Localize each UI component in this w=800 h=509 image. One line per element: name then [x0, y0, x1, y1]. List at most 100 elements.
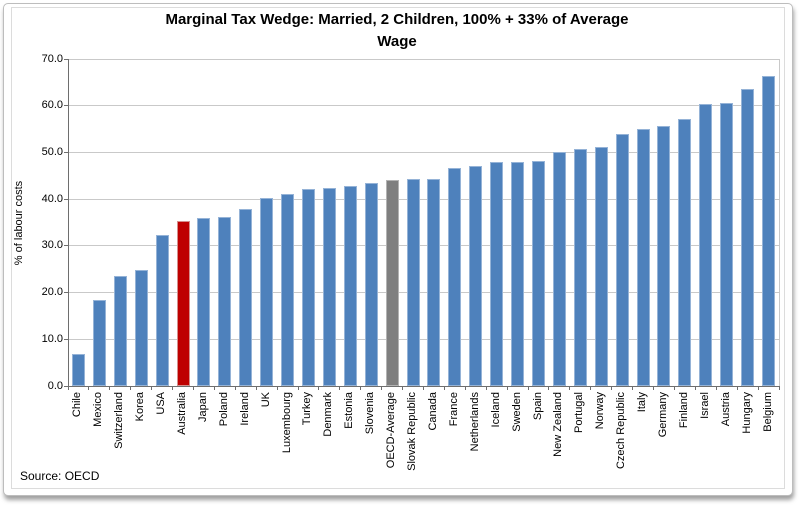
- x-tick-mark: [506, 386, 508, 390]
- y-tick-label: 10.0: [41, 332, 63, 345]
- x-axis-label: Canada: [426, 392, 439, 431]
- bar-luxembourg: [281, 194, 295, 386]
- x-axis-label: Turkey: [301, 392, 314, 426]
- x-axis-label: Korea: [134, 392, 147, 422]
- source-note: Source: OECD: [20, 469, 100, 483]
- bar-usa: [155, 234, 169, 386]
- x-tick-mark: [360, 386, 362, 390]
- x-tick-mark: [67, 386, 69, 390]
- y-tick-label: 60.0: [41, 99, 63, 112]
- x-tick-mark: [381, 386, 383, 390]
- chart-title: Marginal Tax Wedge: Married, 2 Children,…: [4, 9, 790, 53]
- y-tick-mark: [64, 105, 68, 107]
- x-axis-label: Sweden: [510, 392, 523, 432]
- bar-norway: [594, 146, 608, 386]
- x-axis-label: Mexico: [92, 392, 105, 427]
- bar-ireland: [239, 209, 253, 386]
- x-tick-mark: [632, 386, 634, 390]
- y-axis-line: [67, 59, 69, 386]
- bar-austria: [720, 103, 734, 386]
- x-tick-mark: [297, 386, 299, 390]
- x-axis-label: Norway: [594, 392, 607, 430]
- chart-title-line-2: Wage: [377, 33, 417, 50]
- bar-uk: [260, 198, 274, 386]
- bar-germany: [657, 126, 671, 386]
- x-tick-mark: [715, 386, 717, 390]
- y-tick-mark: [64, 245, 68, 247]
- bar-israel: [699, 103, 713, 386]
- y-tick-mark: [64, 58, 68, 60]
- x-axis-label: Israel: [698, 392, 711, 419]
- bar-japan: [197, 217, 211, 386]
- x-axis-label: USA: [155, 392, 168, 415]
- y-tick-mark: [64, 198, 68, 200]
- plot-right-border: [778, 59, 780, 386]
- bar-iceland: [490, 161, 504, 386]
- bar-new-zealand: [552, 151, 566, 386]
- x-axis-label: Poland: [217, 392, 230, 427]
- gridline: [68, 151, 779, 153]
- x-axis-label: Japan: [196, 392, 209, 422]
- x-axis-label: Italy: [636, 392, 649, 413]
- x-axis-label: Belgium: [761, 392, 774, 432]
- bar-switzerland: [113, 275, 127, 386]
- bar-netherlands: [469, 165, 483, 386]
- x-tick-mark: [590, 386, 592, 390]
- x-tick-mark: [673, 386, 675, 390]
- x-tick-mark: [423, 386, 424, 390]
- gridline: [68, 105, 779, 107]
- x-axis-label: Slovenia: [364, 392, 377, 435]
- gridline: [68, 338, 779, 340]
- x-tick-mark: [234, 386, 236, 390]
- x-axis-label: Slovak Republic: [406, 392, 419, 471]
- bar-chile: [71, 353, 85, 386]
- gridline: [68, 198, 779, 200]
- y-tick-label: 30.0: [41, 239, 63, 252]
- y-tick-mark: [64, 151, 68, 153]
- x-tick-mark: [109, 386, 111, 390]
- y-tick-mark: [64, 292, 68, 294]
- bar-portugal: [573, 149, 587, 386]
- bar-turkey: [301, 188, 315, 386]
- bar-slovak-republic: [406, 178, 420, 386]
- x-axis-label: Netherlands: [468, 392, 481, 452]
- bar-czech-republic: [615, 133, 629, 386]
- bar-hungary: [741, 88, 755, 386]
- bar-spain: [532, 161, 545, 386]
- chart-title-line-1: Marginal Tax Wedge: Married, 2 Children,…: [165, 11, 629, 28]
- x-axis-label: Chile: [71, 392, 84, 418]
- x-tick-mark: [88, 386, 90, 390]
- x-tick-mark: [255, 386, 257, 390]
- gridline: [68, 58, 779, 60]
- x-tick-mark: [527, 386, 529, 390]
- y-tick-label: 70.0: [41, 52, 63, 65]
- x-tick-mark: [276, 386, 278, 390]
- x-tick-mark: [443, 386, 445, 390]
- x-tick-mark: [402, 386, 404, 390]
- y-tick-label: 20.0: [41, 286, 63, 299]
- x-tick-mark: [464, 386, 466, 390]
- gridline: [68, 292, 779, 294]
- x-axis-label: France: [447, 392, 460, 427]
- bar-slovenia: [364, 182, 378, 386]
- x-axis-label: Spain: [531, 392, 544, 421]
- bar-france: [448, 167, 462, 386]
- bar-denmark: [322, 188, 336, 386]
- x-axis-label: Denmark: [322, 392, 335, 437]
- y-tick-label: 40.0: [41, 192, 63, 205]
- x-tick-mark: [736, 386, 738, 390]
- x-axis-label: Iceland: [489, 392, 502, 428]
- x-axis-label: Switzerland: [113, 392, 126, 449]
- bar-finland: [678, 118, 692, 386]
- bar-oecd-average: [385, 179, 399, 386]
- x-axis-label: Estonia: [343, 392, 356, 429]
- gridline: [68, 245, 779, 247]
- x-tick-mark: [151, 386, 153, 390]
- y-tick-label: 50.0: [41, 145, 63, 158]
- x-tick-mark: [653, 386, 655, 390]
- x-axis-label: Hungary: [740, 392, 753, 434]
- x-axis-label: Portugal: [573, 392, 586, 433]
- x-tick-mark: [192, 386, 194, 390]
- x-tick-mark: [339, 386, 341, 390]
